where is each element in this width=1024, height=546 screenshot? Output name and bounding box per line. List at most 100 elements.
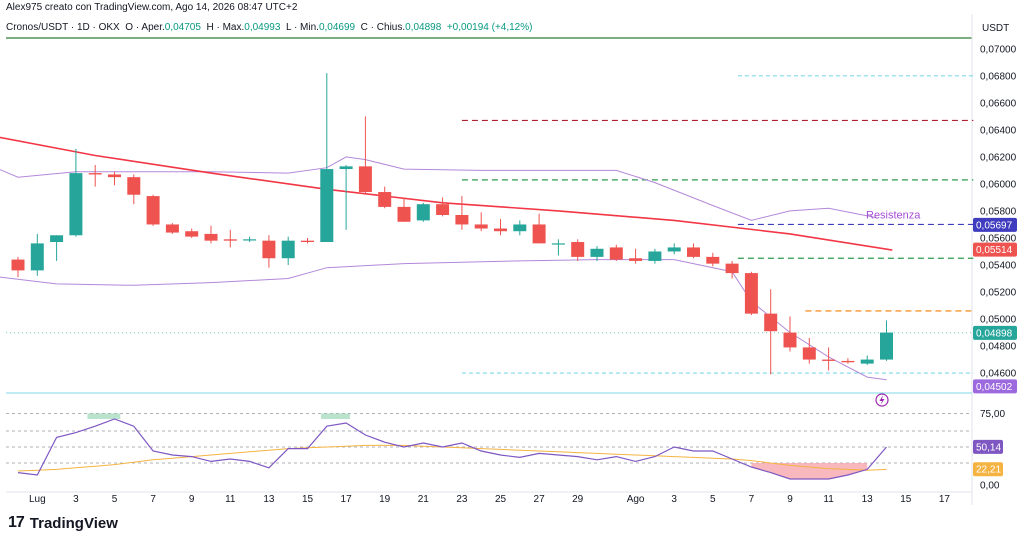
- price-tick-label: 0,04600: [980, 369, 1017, 380]
- candle-body: [30, 243, 44, 271]
- time-tick-label: 5: [112, 494, 118, 505]
- candle-body: [648, 251, 662, 261]
- rsi-ma-line: [17, 444, 887, 472]
- candle-body: [223, 239, 237, 241]
- rsi-tick-label: 75,00: [980, 409, 1005, 420]
- candle: [223, 229, 237, 248]
- close-label: C · Chius.: [360, 22, 406, 33]
- open-value: 0,04705: [164, 22, 201, 33]
- candle-body: [11, 259, 25, 271]
- candle-body: [494, 228, 507, 232]
- candle-body: [802, 347, 816, 360]
- price-tag-label: 0,04898: [976, 328, 1013, 339]
- candle-body: [629, 258, 643, 261]
- close-value: 0,04898: [405, 22, 442, 33]
- time-tick-label: 21: [418, 494, 430, 505]
- candle-body: [204, 233, 218, 241]
- candle-body: [69, 173, 83, 236]
- candle-body: [609, 247, 623, 260]
- candle: [629, 248, 643, 264]
- candle-body: [108, 174, 121, 178]
- candle-body: [436, 204, 450, 215]
- price-chart[interactable]: 0,07000 0,06800 0,06600 0,06400 0,06200 0,060…: [0, 0, 1024, 510]
- price-tick-label: 0,05000: [980, 315, 1017, 326]
- price-tick-label: 0,06800: [980, 71, 1017, 82]
- candle-body: [551, 243, 565, 245]
- rsi-oversold-fill: [751, 463, 868, 479]
- candle-body: [281, 240, 295, 259]
- candle: [127, 174, 141, 205]
- rsi-tag-label: 50,14: [976, 442, 1001, 453]
- candle: [281, 236, 295, 265]
- candle: [30, 233, 44, 276]
- candle: [551, 239, 565, 256]
- candle-body: [880, 332, 893, 360]
- candle: [609, 244, 623, 261]
- candle-body: [474, 224, 488, 229]
- candle-body: [358, 166, 372, 193]
- candle: [667, 243, 681, 255]
- open-label: O · Aper.: [125, 22, 165, 33]
- rsi-overbought-fill: [87, 413, 121, 419]
- time-tick-label: 7: [749, 494, 755, 505]
- candle: [744, 271, 758, 315]
- candle: [590, 246, 604, 261]
- price-tag-label: 0,05697: [976, 220, 1013, 231]
- candle: [687, 243, 700, 259]
- candle-body: [667, 247, 681, 252]
- price-tag: [973, 242, 1017, 257]
- candle: [571, 239, 585, 261]
- candle: [725, 260, 739, 279]
- candle: [165, 223, 179, 234]
- candle: [397, 197, 411, 222]
- bollinger-upper-line: [0, 156, 877, 221]
- rsi-tag: [973, 462, 1003, 477]
- alert-lightning-icon-glyph: [879, 395, 885, 405]
- candle: [378, 186, 392, 209]
- candle: [494, 219, 507, 236]
- candle-body: [50, 235, 64, 243]
- rsi-overbought-fill: [321, 413, 350, 419]
- candle-body: [725, 263, 739, 274]
- price-tag: [973, 217, 1017, 232]
- candle-body: [783, 332, 797, 348]
- candle-body: [243, 239, 257, 241]
- candle-body: [320, 169, 334, 243]
- candle: [108, 171, 121, 186]
- candle-body: [165, 224, 179, 233]
- rsi-tick-label: 0,00: [980, 481, 1000, 492]
- candle-body: [590, 248, 604, 257]
- time-tick-label: 23: [456, 494, 468, 505]
- price-tick-label: 0,05800: [980, 206, 1017, 217]
- time-tick-label: 13: [862, 494, 874, 505]
- candle-body: [513, 224, 527, 232]
- tradingview-logo-icon: 17: [8, 514, 25, 531]
- candle: [706, 252, 720, 267]
- price-tick-label: 0,07000: [980, 44, 1017, 55]
- price-tick-label: 0,04800: [980, 342, 1017, 353]
- time-tick-label: 17: [341, 494, 353, 505]
- candle: [860, 355, 874, 365]
- price-tag-label: 0,04502: [976, 382, 1013, 393]
- candle: [532, 213, 546, 244]
- price-tick-label: 0,05200: [980, 288, 1017, 299]
- candle: [185, 228, 199, 238]
- candle-body: [301, 240, 314, 243]
- rsi-tag: [973, 439, 1003, 454]
- time-tick-label: 17: [939, 494, 951, 505]
- tradingview-logo-text: TradingView: [29, 514, 118, 532]
- time-tick-label: 29: [572, 494, 584, 505]
- candle-body: [185, 231, 199, 237]
- candle: [243, 236, 257, 243]
- candle: [69, 148, 83, 237]
- rsi-line: [17, 418, 887, 480]
- time-tick-label: 27: [534, 494, 546, 505]
- candle-body: [764, 313, 778, 332]
- tradingview-logo: 17 TradingView: [8, 514, 118, 532]
- candle-body: [532, 224, 546, 244]
- low-value: 0,04699: [318, 22, 356, 33]
- price-tick-label: 0,06400: [980, 125, 1017, 136]
- candle: [416, 202, 430, 222]
- change-value: +0,00194 (+4,12%): [446, 22, 533, 33]
- price-tag: [973, 325, 1017, 340]
